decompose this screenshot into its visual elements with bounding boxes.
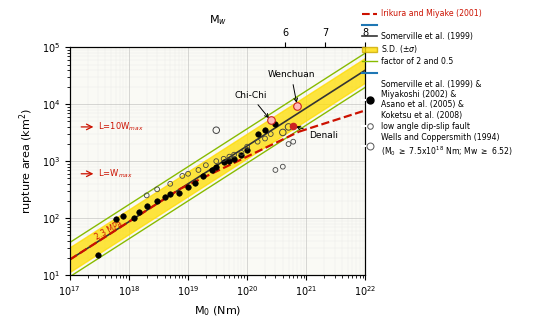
Text: 2.3 MPa: 2.3 MPa (93, 219, 124, 242)
Point (243, 147, 252, 152)
Point (207, 167, 216, 173)
Point (212, 159, 221, 164)
Point (229, 156, 238, 161)
Point (271, 121, 280, 126)
Text: Denali: Denali (297, 126, 338, 140)
Point (237, 150, 246, 155)
Point (266, 118, 275, 123)
Point (194, 167, 203, 173)
Point (190, 180, 199, 185)
Point (229, 152, 238, 157)
Point (225, 154, 234, 159)
Legend: Irikura and Miyake (2001), , Somerville et al. (1999), S.D. ($\pm\sigma$), facto: Irikura and Miyake (2001), , Somerville … (362, 9, 513, 158)
Point (288, 123, 297, 128)
Point (111, 217, 120, 222)
X-axis label: M$_w$: M$_w$ (209, 14, 227, 27)
Text: Chi-Chi: Chi-Chi (234, 91, 268, 118)
Point (261, 136, 270, 141)
Point (175, 190, 184, 195)
Text: Wenchuan: Wenchuan (267, 70, 315, 102)
Point (237, 152, 246, 157)
Point (184, 171, 193, 176)
Point (142, 204, 151, 209)
Point (261, 128, 270, 133)
Y-axis label: rupture area (km$^2$): rupture area (km$^2$) (17, 108, 36, 214)
Point (160, 195, 169, 200)
Point (284, 125, 293, 130)
Point (278, 130, 287, 135)
Point (225, 159, 234, 164)
Point (153, 198, 162, 204)
Point (266, 131, 275, 137)
Point (199, 173, 208, 179)
Point (119, 213, 128, 218)
Point (288, 139, 297, 144)
Text: L=10W$_{max}$: L=10W$_{max}$ (98, 121, 143, 133)
Point (153, 187, 162, 192)
Point (166, 181, 175, 186)
Point (253, 131, 262, 137)
X-axis label: M$_0$ (Nm): M$_0$ (Nm) (194, 304, 242, 316)
Point (212, 164, 221, 169)
Point (243, 144, 252, 149)
Point (94, 253, 103, 258)
Point (219, 160, 228, 165)
Point (135, 209, 144, 214)
Point (129, 216, 138, 221)
Point (212, 128, 221, 133)
Point (271, 167, 280, 173)
Point (184, 185, 193, 190)
Text: L=W$_{max}$: L=W$_{max}$ (98, 167, 133, 180)
Point (178, 173, 187, 179)
Point (166, 191, 175, 196)
Point (293, 103, 302, 108)
Point (142, 193, 151, 198)
Point (278, 164, 287, 169)
Point (219, 156, 228, 161)
Point (253, 139, 262, 144)
Point (284, 142, 293, 147)
Point (201, 163, 210, 168)
